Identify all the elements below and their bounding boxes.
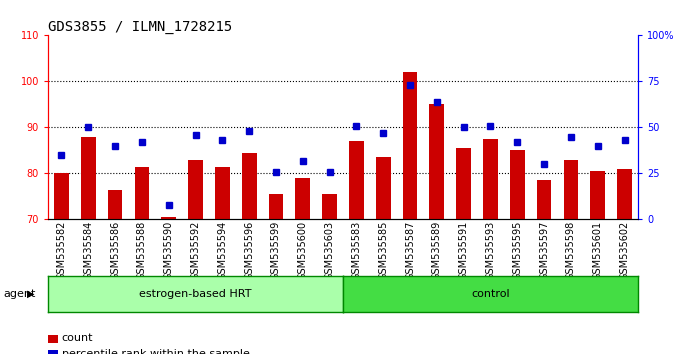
Bar — [429, 104, 445, 219]
Bar — [54, 173, 69, 219]
Text: control: control — [471, 289, 510, 299]
Bar — [296, 178, 310, 219]
Bar — [241, 153, 257, 219]
Bar — [617, 169, 632, 219]
Bar — [188, 160, 203, 219]
Bar — [536, 181, 552, 219]
Text: estrogen-based HRT: estrogen-based HRT — [139, 289, 252, 299]
Bar — [215, 166, 230, 219]
Bar — [322, 194, 337, 219]
Bar — [510, 150, 525, 219]
Text: GDS3855 / ILMN_1728215: GDS3855 / ILMN_1728215 — [48, 21, 233, 34]
Bar — [81, 137, 95, 219]
Text: agent: agent — [3, 289, 36, 299]
Bar — [134, 166, 150, 219]
Bar — [161, 217, 176, 219]
Bar — [376, 157, 390, 219]
Bar — [403, 72, 417, 219]
Bar — [269, 194, 283, 219]
Text: ▶: ▶ — [27, 289, 34, 299]
Bar — [483, 139, 498, 219]
Text: percentile rank within the sample: percentile rank within the sample — [62, 349, 250, 354]
Bar — [591, 171, 605, 219]
Bar — [564, 160, 578, 219]
Text: count: count — [62, 333, 93, 343]
Bar — [456, 148, 471, 219]
Bar — [349, 141, 364, 219]
Bar — [108, 189, 122, 219]
